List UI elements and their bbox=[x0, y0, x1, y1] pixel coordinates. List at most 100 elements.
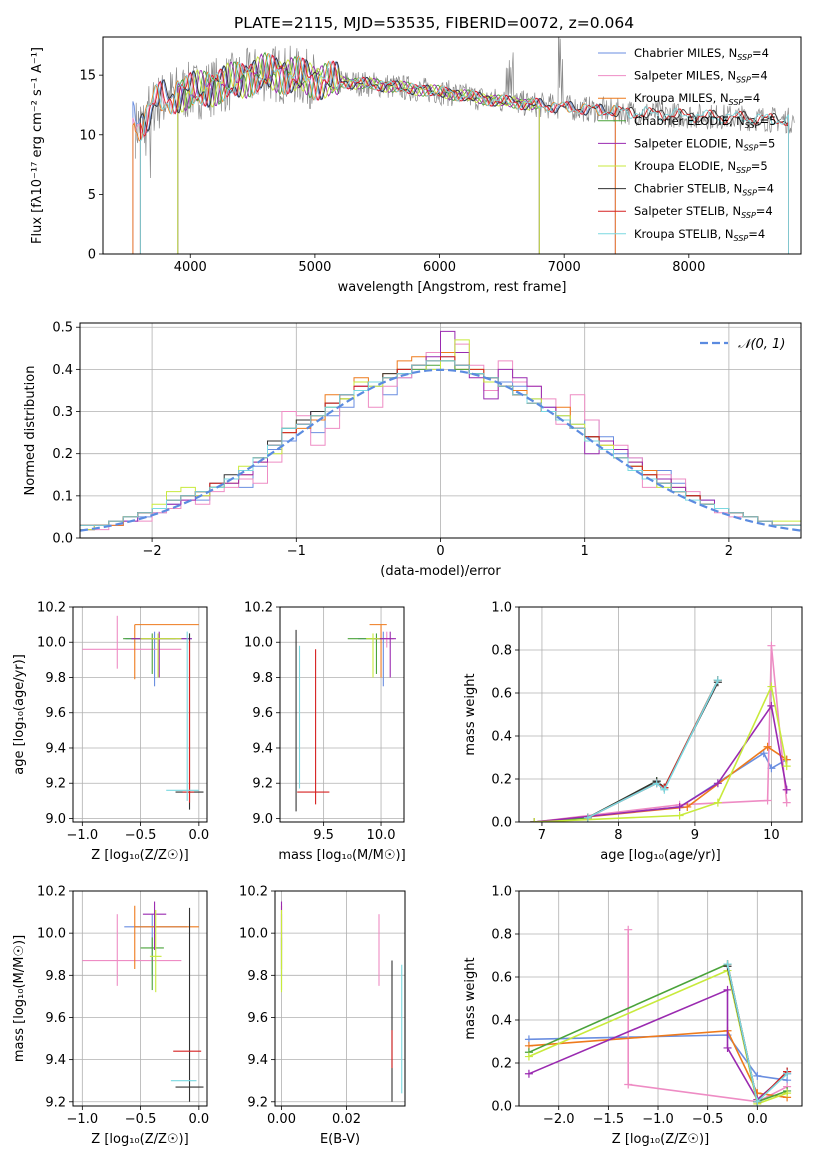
x-tick-label: −2 bbox=[143, 544, 162, 559]
legend-label: Salpeter STELIB, NSSP=4 bbox=[634, 204, 773, 220]
x-tick-label: 7000 bbox=[548, 260, 581, 275]
x-tick-label: −1 bbox=[287, 544, 306, 559]
weight-marker bbox=[660, 785, 669, 794]
weight-marker bbox=[767, 701, 776, 710]
axes-frame bbox=[102, 36, 802, 255]
axes-age_vs_Z: −1.0 −0.5 0.0 9.0 9.2 9.4 9.6 9.8 10.0 10.2 Z [log… bbox=[12, 601, 209, 864]
x-axis-label: mass [log₁₀(M/M☉)] bbox=[278, 848, 405, 863]
weight-marker bbox=[683, 802, 692, 811]
x-tick-label: 0 bbox=[436, 544, 444, 559]
axes-spectrum: 4000 5000 6000 7000 8000 0 5 10 15 wavelength [An… bbox=[30, 47, 705, 295]
y-tick-label: 9.6 bbox=[45, 1011, 66, 1026]
weight-marker bbox=[767, 682, 776, 691]
chart-title: PLATE=2115, MJD=53535, FIBERID=0072, z=0… bbox=[234, 14, 634, 32]
x-tick-label: −0.5 bbox=[125, 1112, 157, 1127]
y-tick-label: 0.4 bbox=[491, 730, 512, 745]
weight-marker bbox=[713, 798, 722, 807]
y-tick-label: 9.4 bbox=[45, 741, 66, 756]
errorbar-plot bbox=[295, 624, 396, 812]
y-tick-label: 5 bbox=[88, 188, 96, 203]
model-spectrum-line bbox=[139, 53, 789, 254]
errorbar-plot bbox=[82, 615, 204, 810]
x-tick-label: 5000 bbox=[298, 260, 331, 275]
y-tick-label: 10 bbox=[79, 128, 96, 143]
y-tick-label: 0.0 bbox=[52, 532, 73, 547]
weight-marker bbox=[713, 676, 722, 685]
y-tick-label: 0.6 bbox=[491, 687, 512, 702]
model-spectrum-line bbox=[177, 53, 540, 254]
axes-age_vs_mass: 9.5 10.0 9.0 9.2 9.4 9.6 9.8 10.0 10.2 mass [log₁… bbox=[244, 601, 406, 864]
x-tick-label: 10 bbox=[763, 828, 780, 843]
weight-marker bbox=[583, 813, 592, 822]
y-tick-label: 10.2 bbox=[239, 885, 268, 900]
y-tick-label: 10.0 bbox=[239, 927, 268, 942]
y-tick-label: 0.1 bbox=[52, 489, 73, 504]
x-axis-label: wavelength [Angstrom, rest frame] bbox=[338, 280, 567, 295]
y-tick-label: 0.4 bbox=[52, 363, 73, 378]
weight-marker bbox=[713, 779, 722, 788]
y-tick-label: 1.0 bbox=[491, 885, 512, 900]
weight-line bbox=[627, 929, 788, 1103]
axes-frame bbox=[72, 890, 208, 1107]
x-tick-label: −2.0 bbox=[543, 1112, 575, 1127]
weight-marker bbox=[783, 1089, 792, 1098]
y-tick-label: 9.4 bbox=[252, 741, 273, 756]
y-tick-label: 9.2 bbox=[247, 1095, 268, 1110]
weight-line bbox=[587, 681, 719, 819]
weight-line bbox=[534, 703, 788, 822]
x-tick-label: 4000 bbox=[174, 260, 207, 275]
y-tick-label: 9.8 bbox=[247, 969, 268, 984]
x-tick-label: 1 bbox=[581, 544, 589, 559]
x-tick-label: 7 bbox=[538, 828, 546, 843]
y-tick-label: 0.5 bbox=[52, 321, 73, 336]
legend-label: Salpeter ELODIE, NSSP=5 bbox=[634, 136, 775, 152]
weight-marker bbox=[524, 1052, 533, 1061]
y-tick-label: 9.0 bbox=[252, 812, 273, 827]
y-tick-label: 0.4 bbox=[491, 1014, 512, 1029]
weight-marker bbox=[723, 985, 732, 994]
y-tick-label: 10.0 bbox=[37, 636, 66, 651]
x-tick-label: 2 bbox=[725, 544, 733, 559]
legend-label: Chabrier MILES, NSSP=4 bbox=[634, 46, 769, 62]
x-tick-label: 8000 bbox=[672, 260, 705, 275]
weight-marker bbox=[767, 641, 776, 650]
weight-marker bbox=[652, 779, 661, 788]
x-axis-label: Z [log₁₀(Z/Z☉)] bbox=[612, 1132, 709, 1147]
x-axis-label: E(B-V) bbox=[320, 1132, 360, 1147]
legend-label: 𝒩(0, 1) bbox=[738, 337, 785, 352]
y-tick-label: 9.4 bbox=[247, 1053, 268, 1068]
weight-line bbox=[587, 679, 719, 819]
weight-marker bbox=[624, 1080, 633, 1089]
y-tick-label: 0.3 bbox=[52, 405, 73, 420]
y-tick-label: 0 bbox=[88, 248, 96, 263]
y-tick-label: 9.8 bbox=[252, 671, 273, 686]
weight-plot bbox=[524, 925, 792, 1106]
y-axis-label: Normed distribution bbox=[23, 366, 38, 496]
y-tick-label: 10.2 bbox=[37, 885, 66, 900]
y-tick-label: 10.0 bbox=[244, 636, 273, 651]
spectrum-plot bbox=[132, 37, 795, 254]
y-tick-label: 10.2 bbox=[244, 601, 273, 616]
axes-mass_vs_Z: −1.0 −0.5 0.0 9.2 9.4 9.6 9.8 10.0 10.2 Z [log₁₀(… bbox=[12, 885, 209, 1148]
y-axis-label: Flux [fλ10⁻¹⁷ erg cm⁻² s⁻¹ A⁻¹] bbox=[30, 47, 45, 244]
legend-label: Kroupa ELODIE, NSSP=5 bbox=[634, 159, 768, 175]
x-tick-label: −1.0 bbox=[67, 828, 99, 843]
weight-marker bbox=[753, 1071, 762, 1080]
weight-plot bbox=[530, 641, 791, 822]
x-tick-label: 9.5 bbox=[313, 828, 334, 843]
y-tick-label: 9.6 bbox=[45, 706, 66, 721]
x-axis-label: age [log₁₀(age/yr)] bbox=[600, 848, 721, 863]
weight-marker bbox=[675, 802, 684, 811]
axes-mass_vs_ebv: 0.00 0.02 9.2 9.4 9.6 9.8 10.0 10.2 E(B-V) bbox=[239, 885, 405, 1147]
legend-label: Kroupa STELIB, NSSP=4 bbox=[634, 227, 765, 243]
x-axis-label: Z [log₁₀(Z/Z☉)] bbox=[91, 1132, 188, 1147]
y-tick-label: 10.2 bbox=[37, 601, 66, 616]
histogram-step-line bbox=[80, 339, 801, 531]
x-tick-label: 9 bbox=[691, 828, 699, 843]
y-tick-label: 9.6 bbox=[252, 706, 273, 721]
x-axis-label: Z [log₁₀(Z/Z☉)] bbox=[91, 848, 188, 863]
y-tick-label: 9.8 bbox=[45, 671, 66, 686]
y-tick-label: 0.6 bbox=[491, 971, 512, 986]
weight-marker bbox=[723, 960, 732, 969]
